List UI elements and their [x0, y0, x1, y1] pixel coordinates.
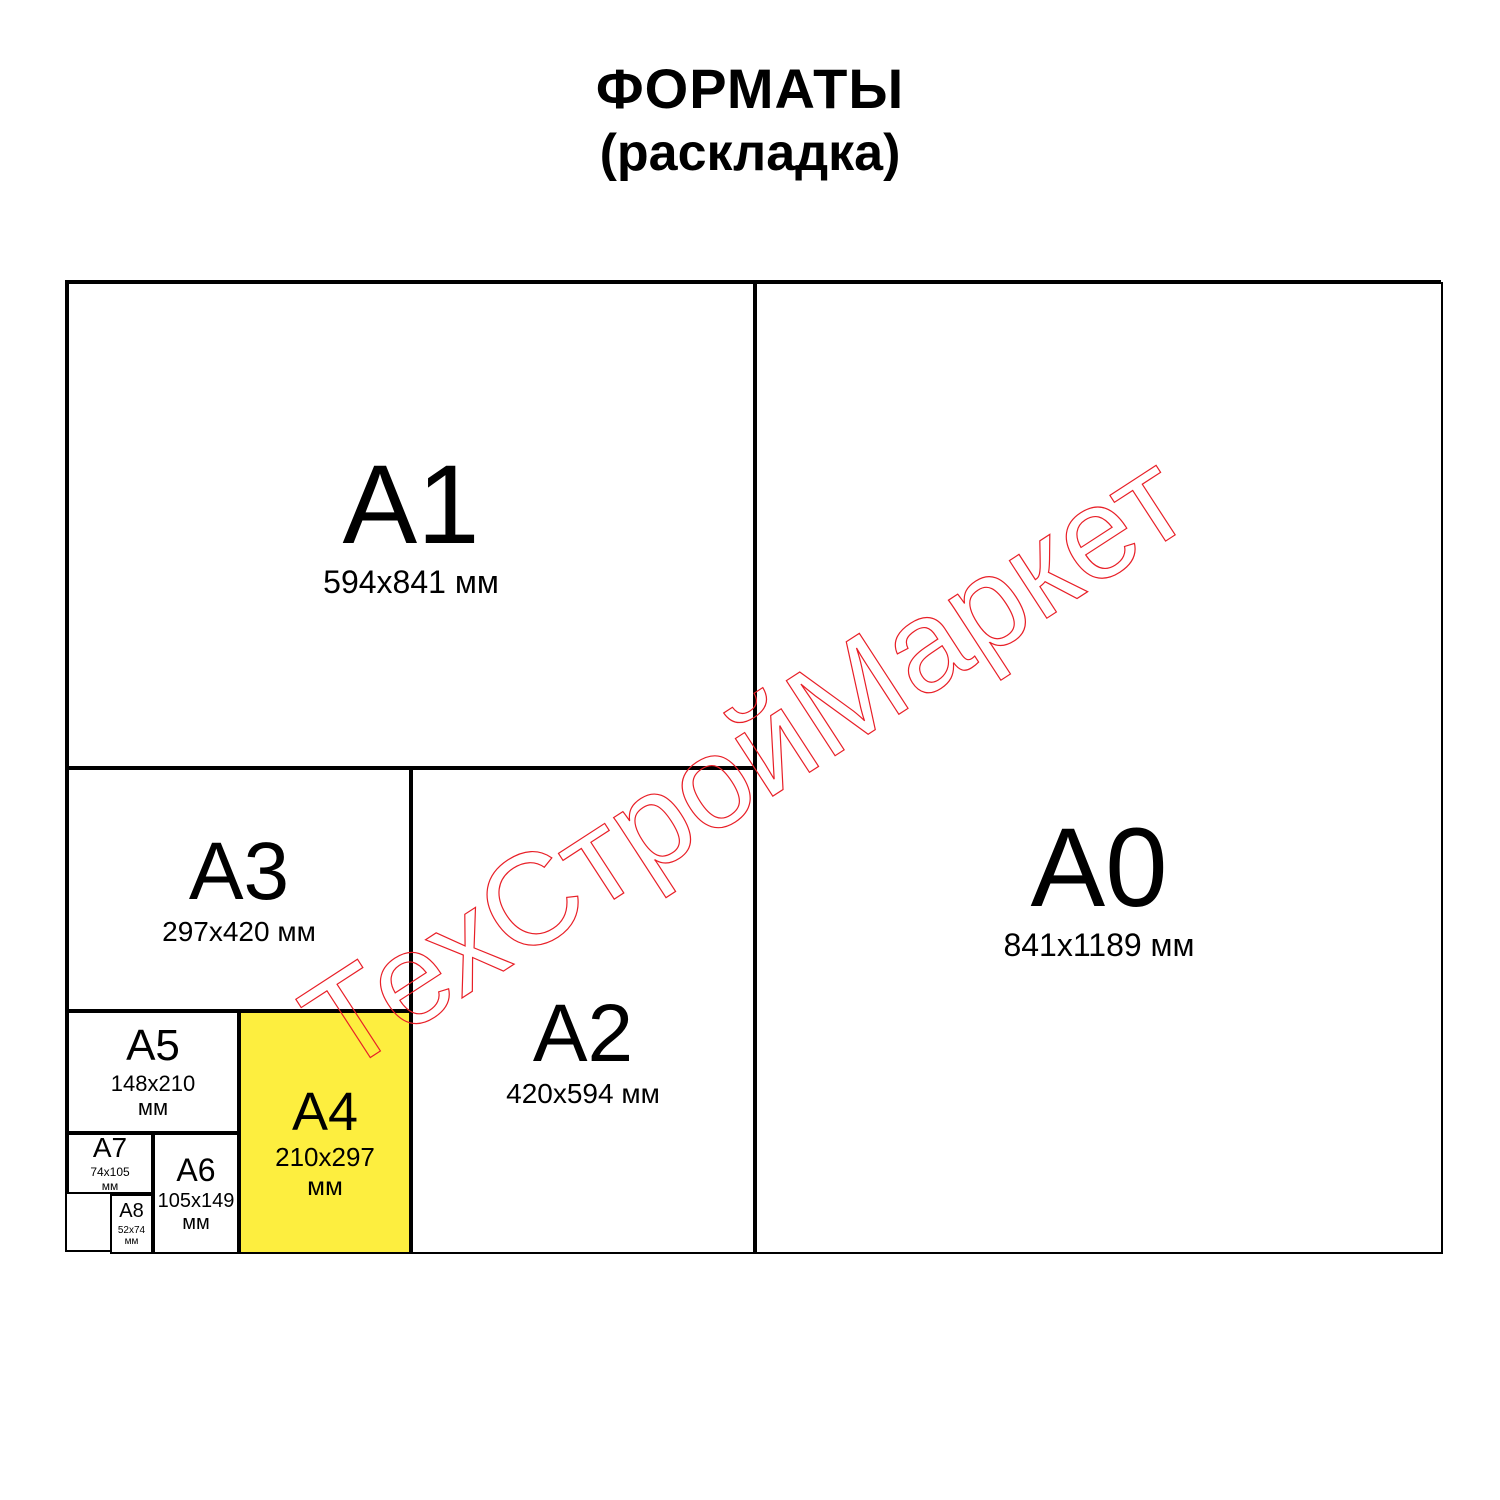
format-a1-dims: 594х841 мм [323, 565, 499, 600]
format-a0-name: A0 [1031, 812, 1168, 924]
format-a1-name: A1 [343, 449, 480, 561]
title-line-1: ФОРМАТЫ [0, 55, 1500, 122]
format-a6: A6 105х149мм [153, 1133, 239, 1254]
format-a3-name: A3 [189, 831, 289, 913]
format-a3: A3 297х420 мм [67, 768, 411, 1011]
title-line-2: (раскладка) [0, 122, 1500, 184]
format-a2-name: A2 [533, 993, 633, 1075]
format-a4: A4 210х297мм [239, 1011, 411, 1254]
title-block: ФОРМАТЫ (раскладка) [0, 0, 1500, 185]
format-a7-dims: 74х105мм [90, 1166, 129, 1192]
page: ФОРМАТЫ (раскладка) A1 594х841 мм A0 841… [0, 0, 1500, 1500]
format-a3-dims: 297х420 мм [162, 917, 316, 948]
format-a1: A1 594х841 мм [67, 282, 755, 768]
format-a6-dims: 105х149мм [158, 1190, 235, 1234]
format-a5-dims: 148х210мм [111, 1072, 195, 1120]
paper-size-diagram: A1 594х841 мм A0 841х1189 мм A3 297х420 … [65, 280, 1441, 1252]
format-a7-name: A7 [93, 1134, 127, 1162]
format-a5-name: A5 [126, 1024, 180, 1068]
format-a8: A8 52х74мм [110, 1194, 153, 1254]
format-a7: A7 74х105мм [67, 1133, 153, 1194]
format-a4-dims: 210х297мм [275, 1143, 375, 1200]
format-a2-dims: 420х594 мм [506, 1079, 660, 1110]
format-a8-dims: 52х74мм [118, 1225, 145, 1247]
format-a0: A0 841х1189 мм [755, 282, 1443, 1254]
format-a5: A5 148х210мм [67, 1011, 239, 1133]
format-a0-dims: 841х1189 мм [1003, 928, 1194, 963]
format-a6-name: A6 [176, 1154, 215, 1186]
format-a4-name: A4 [292, 1085, 358, 1139]
format-a8-name: A8 [119, 1201, 143, 1221]
format-a2: A2 420х594 мм [411, 768, 755, 1254]
